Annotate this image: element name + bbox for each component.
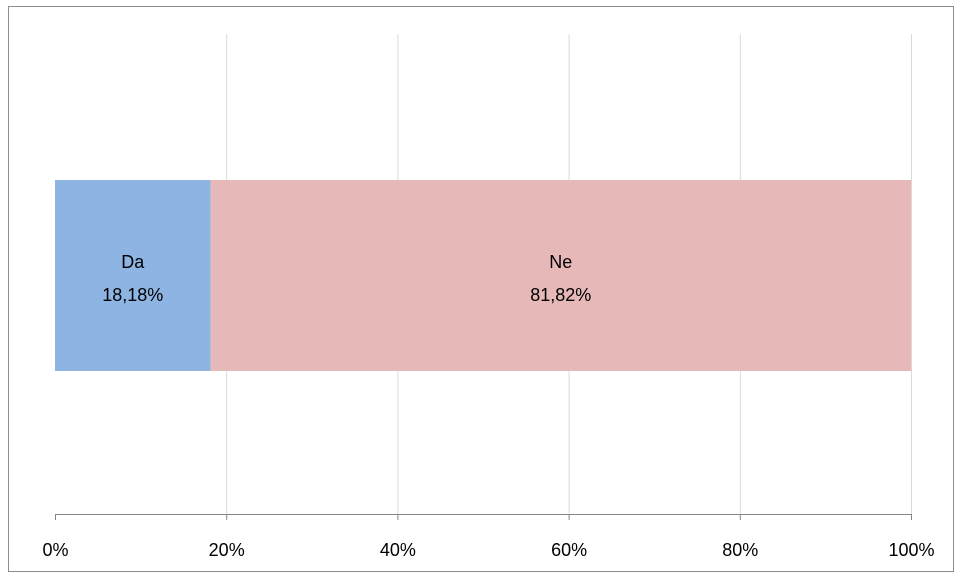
x-tick-label-100: 100% bbox=[888, 540, 934, 560]
x-tick-label-80: 80% bbox=[722, 540, 758, 560]
bar-segment-ne bbox=[210, 180, 912, 371]
bars bbox=[55, 180, 912, 371]
x-axis: 0% 20% 40% 60% 80% 100% bbox=[42, 514, 935, 560]
data-label-value-da: 18,18% bbox=[102, 285, 163, 305]
data-labels: Da 18,18% Ne 81,82% bbox=[102, 252, 591, 305]
bar-segment-da bbox=[55, 180, 211, 371]
x-tick-label-20: 20% bbox=[209, 540, 245, 560]
x-tick-label-60: 60% bbox=[551, 540, 587, 560]
data-label-name-ne: Ne bbox=[549, 252, 572, 272]
data-label-value-ne: 81,82% bbox=[530, 285, 591, 305]
x-tick-label-40: 40% bbox=[380, 540, 416, 560]
data-label-name-da: Da bbox=[121, 252, 145, 272]
x-tick-label-0: 0% bbox=[42, 540, 68, 560]
